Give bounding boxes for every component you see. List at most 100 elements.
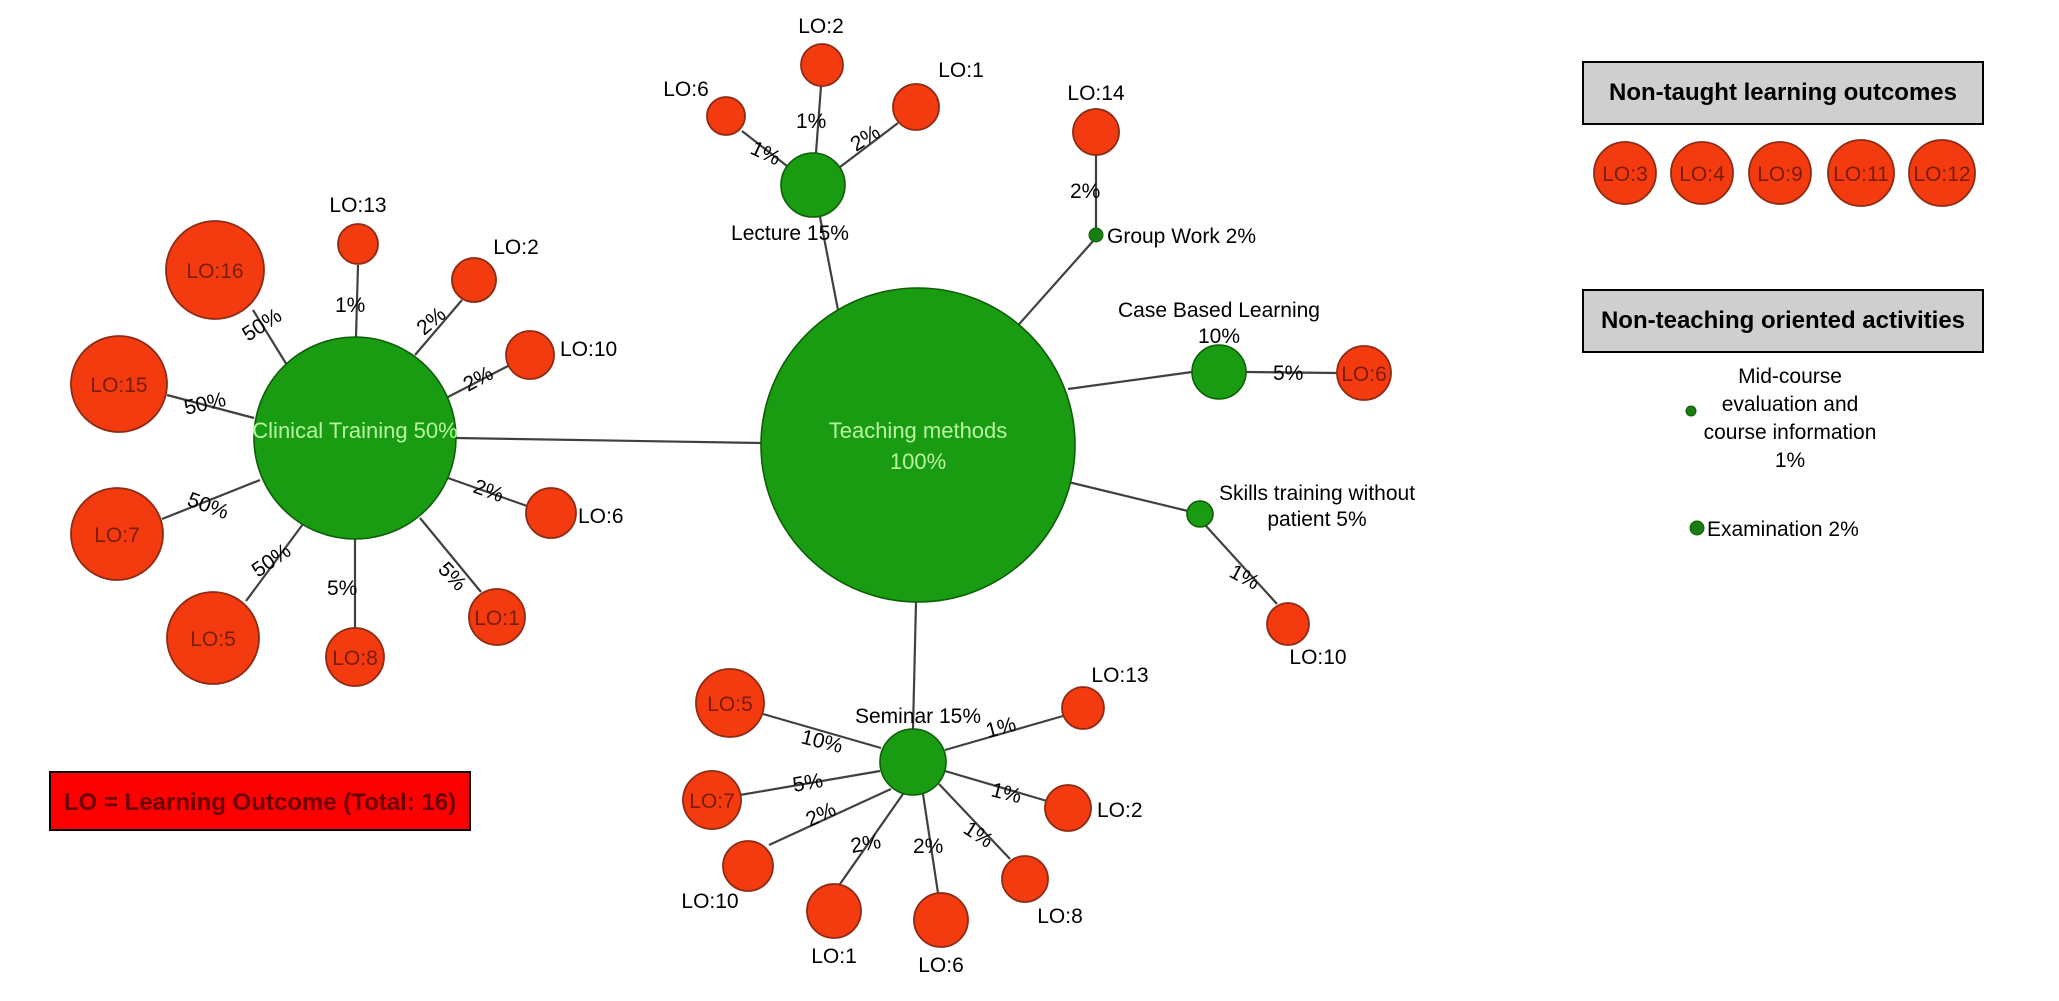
edge-skills-lo10 bbox=[1205, 525, 1278, 605]
panel-non-taught-learning-outcomes: Non-taught learning outcomes LO:3 LO:4 L… bbox=[1582, 61, 1984, 207]
legend-lo-key-text: LO = Learning Outcome (Total: 16) bbox=[64, 789, 456, 816]
node-clinical-training[interactable] bbox=[253, 336, 457, 540]
node-lo16[interactable] bbox=[165, 220, 265, 320]
node-lecture[interactable] bbox=[780, 152, 846, 218]
node-lo7-seminar[interactable] bbox=[682, 770, 742, 830]
node-lecture-label: Lecture 15% bbox=[731, 222, 849, 245]
edge-seminar-lo6 bbox=[921, 793, 940, 894]
edge-seminar-lo13 bbox=[944, 714, 1064, 752]
node-lo13[interactable] bbox=[337, 223, 379, 265]
edge-root-skills bbox=[1059, 478, 1189, 513]
edge-label-seminar-lo6: 2% bbox=[913, 835, 943, 858]
node-lo3-non-taught[interactable] bbox=[1593, 141, 1657, 205]
node-lo6-clinical-label: LO:6 bbox=[578, 505, 624, 528]
node-lo6-clinical[interactable] bbox=[525, 487, 577, 539]
node-case-based-learning-label-line2: 10% bbox=[1198, 325, 1240, 348]
node-midcourse-evaluation[interactable] bbox=[1685, 405, 1697, 417]
node-lo10-skills-label: LO:10 bbox=[1289, 646, 1346, 669]
edge-clinical-lo10 bbox=[445, 365, 509, 399]
node-teaching-methods-label-line2: 100% bbox=[890, 449, 946, 474]
edge-label-skills-lo10: 1% bbox=[1226, 560, 1264, 595]
node-lo11-non-taught[interactable] bbox=[1827, 139, 1895, 207]
midcourse-label-line2: evaluation and bbox=[1722, 393, 1859, 416]
node-teaching-methods-label-line1: Teaching methods bbox=[829, 418, 1008, 443]
skills-cluster-edges bbox=[1205, 525, 1278, 605]
node-lo6-lecture[interactable] bbox=[706, 96, 746, 136]
node-group-work-label: Group Work 2% bbox=[1107, 225, 1256, 248]
node-examination[interactable] bbox=[1689, 520, 1705, 536]
edge-label-seminar-lo13: 1% bbox=[983, 713, 1018, 743]
case-cluster-edges bbox=[1245, 370, 1338, 375]
seminar-cluster-edges bbox=[739, 712, 1064, 894]
node-lo4-non-taught[interactable] bbox=[1670, 141, 1734, 205]
node-lo2-lecture[interactable] bbox=[800, 43, 844, 87]
node-lo6-seminar-label: LO:6 bbox=[918, 954, 964, 977]
node-lo13-seminar[interactable] bbox=[1061, 686, 1105, 730]
edge-label-seminar-lo7: 5% bbox=[791, 769, 825, 797]
node-lo6-case[interactable] bbox=[1336, 345, 1392, 401]
clinical-cluster-edges bbox=[161, 264, 528, 628]
node-lo10-clinical[interactable] bbox=[505, 330, 555, 380]
node-lo9-non-taught-label: LO:9 bbox=[1757, 163, 1803, 186]
node-lo15[interactable] bbox=[70, 335, 168, 433]
edge-clinical-lo16 bbox=[252, 309, 291, 371]
node-lo6-seminar[interactable] bbox=[913, 892, 969, 948]
node-lo11-non-taught-label: LO:11 bbox=[1833, 163, 1889, 186]
edge-clinical-lo1 bbox=[419, 517, 482, 593]
node-lo12-non-taught[interactable] bbox=[1908, 139, 1976, 207]
edge-label-seminar-lo2: 1% bbox=[989, 779, 1024, 809]
node-lo10-skills[interactable] bbox=[1266, 602, 1310, 646]
node-skills-training[interactable] bbox=[1186, 500, 1214, 528]
node-lo2-clinical[interactable] bbox=[451, 257, 497, 303]
edge-root-clinical bbox=[455, 436, 762, 445]
node-teaching-methods[interactable] bbox=[760, 287, 1076, 603]
node-lo7-clinical[interactable] bbox=[70, 487, 164, 581]
edge-seminar-lo5 bbox=[762, 712, 882, 750]
edge-label-clinical-lo16: 50% bbox=[238, 304, 286, 346]
edge-root-lecture bbox=[818, 216, 840, 311]
node-lo1-clinical[interactable] bbox=[468, 588, 526, 646]
legend-lo-key: LO = Learning Outcome (Total: 16) bbox=[49, 771, 471, 831]
lecture-cluster-edges bbox=[741, 85, 899, 168]
edge-root-caselearning bbox=[1067, 370, 1193, 391]
node-lo13-label: LO:13 bbox=[329, 194, 386, 217]
edge-clinical-lo13 bbox=[354, 264, 360, 338]
edge-seminar-lo8 bbox=[938, 783, 1011, 860]
edge-label-clinical-lo10: 2% bbox=[460, 362, 498, 397]
node-lo9-non-taught[interactable] bbox=[1748, 141, 1812, 205]
node-lo1-lecture[interactable] bbox=[892, 83, 940, 131]
edge-seminar-lo7 bbox=[739, 769, 881, 797]
node-lo4-non-taught-label: LO:4 bbox=[1679, 163, 1725, 186]
node-lo5-clinical-label: LO:5 bbox=[190, 628, 236, 651]
node-lo5-seminar[interactable] bbox=[695, 668, 765, 738]
edge-label-clinical-lo2: 2% bbox=[412, 303, 450, 340]
edge-case-lo6 bbox=[1245, 370, 1338, 375]
node-group-work[interactable] bbox=[1088, 227, 1104, 243]
edge-label-clinical-lo13: 1% bbox=[335, 294, 365, 317]
lecture-cluster-nodes: LO:6 1% LO:2 1% LO:1 2% bbox=[663, 15, 984, 170]
node-lo8-seminar-label: LO:8 bbox=[1037, 905, 1083, 928]
node-lo8-clinical[interactable] bbox=[325, 627, 385, 687]
node-lo8-seminar[interactable] bbox=[1001, 855, 1049, 903]
node-seminar[interactable] bbox=[879, 728, 947, 796]
node-lo5-clinical[interactable] bbox=[166, 591, 260, 685]
node-skills-training-label-line2: patient 5% bbox=[1267, 508, 1366, 531]
node-lo10-seminar-label: LO:10 bbox=[681, 890, 738, 913]
edge-label-seminar-lo8: 1% bbox=[959, 817, 997, 853]
node-lo7-clinical-label: LO:7 bbox=[94, 524, 140, 547]
edge-label-seminar-lo1: 2% bbox=[849, 830, 883, 858]
node-lo2-lecture-label: LO:2 bbox=[798, 15, 844, 38]
edge-lecture-lo1 bbox=[839, 122, 899, 168]
node-lo10-seminar[interactable] bbox=[722, 840, 774, 892]
legend-lo-key-box bbox=[49, 771, 471, 831]
node-lo2-seminar[interactable] bbox=[1044, 784, 1092, 832]
node-lo6-case-label: LO:6 bbox=[1341, 363, 1387, 386]
midcourse-label-line4: 1% bbox=[1775, 449, 1805, 472]
node-lo1-seminar[interactable] bbox=[806, 883, 862, 939]
node-lo14[interactable] bbox=[1072, 108, 1120, 156]
edge-label-clinical-lo15: 50% bbox=[182, 388, 228, 420]
edge-label-groupwork-lo14: 2% bbox=[1070, 180, 1100, 203]
hub-nodes: Teaching methods 100% Clinical Training … bbox=[252, 152, 1415, 796]
node-case-based-learning[interactable] bbox=[1191, 344, 1247, 400]
node-lo2-clinical-label: LO:2 bbox=[493, 236, 539, 259]
